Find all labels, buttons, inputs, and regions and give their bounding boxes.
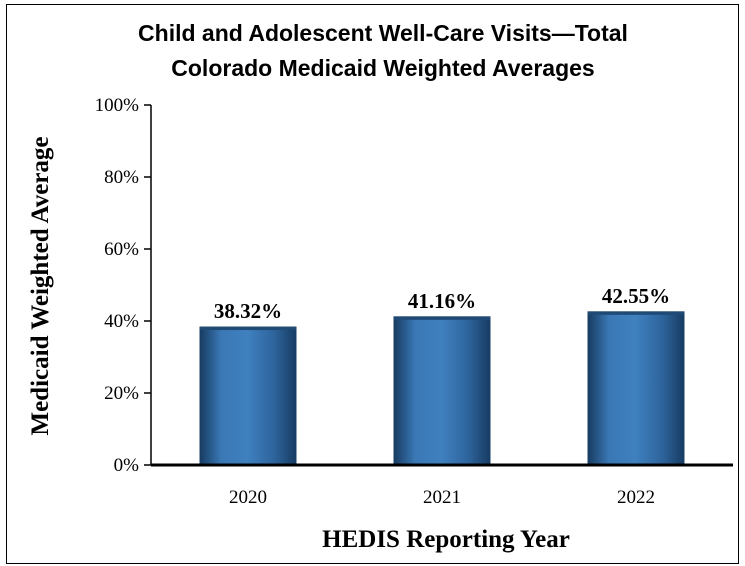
y-tick-label: 20% <box>104 383 139 404</box>
y-axis-ticks: 0% 20% 40% 60% 80% 100% <box>95 95 151 476</box>
chart-canvas: Child and Adolescent Well-Care Visits—To… <box>27 20 733 553</box>
y-tick-label: 100% <box>95 95 140 116</box>
chart-frame: Child and Adolescent Well-Care Visits—To… <box>6 4 739 564</box>
bar-data-label: 41.16% <box>408 289 476 313</box>
bar-data-label: 42.55% <box>602 284 670 308</box>
bar-data-label: 38.32% <box>214 299 282 323</box>
bar <box>587 311 685 466</box>
bar-series: 38.32% 41.16% 42.55% <box>199 284 685 466</box>
bar-top-edge <box>200 327 296 331</box>
x-tick-label: 2020 <box>229 487 267 508</box>
bar <box>393 316 491 466</box>
y-axis-title: Medicaid Weighted Average <box>27 136 54 435</box>
x-axis-ticks: 2020 2021 2022 <box>229 487 655 508</box>
x-axis-title: HEDIS Reporting Year <box>322 526 570 553</box>
bar-top-edge <box>588 311 684 315</box>
bar <box>199 326 297 466</box>
x-tick-label: 2022 <box>617 487 655 508</box>
y-tick-label: 0% <box>114 455 140 476</box>
chart-subtitle: Colorado Medicaid Weighted Averages <box>171 55 594 81</box>
chart-title: Child and Adolescent Well-Care Visits—To… <box>138 20 628 46</box>
y-tick-label: 40% <box>104 311 139 332</box>
y-tick-label: 60% <box>104 239 139 260</box>
y-tick-label: 80% <box>104 167 139 188</box>
bar-top-edge <box>394 316 490 320</box>
x-tick-label: 2021 <box>423 487 461 508</box>
